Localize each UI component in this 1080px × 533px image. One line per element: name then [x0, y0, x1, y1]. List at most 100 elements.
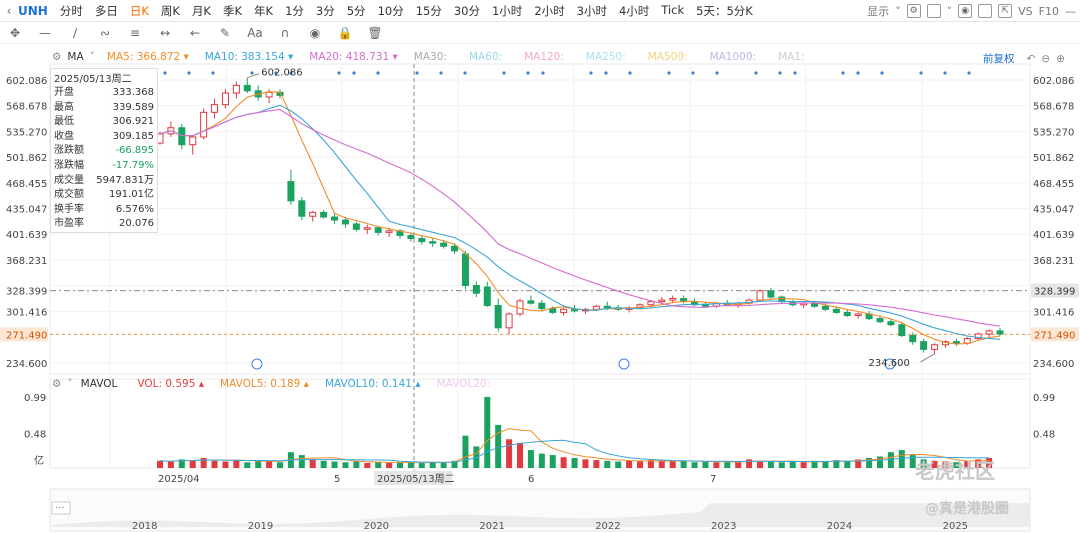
volume-bar: [767, 461, 774, 468]
candle-body: [483, 286, 491, 307]
candle-body: [309, 211, 317, 217]
overview-handle-dots: ···: [55, 503, 65, 514]
eye-tool-icon[interactable]: ◉: [309, 25, 321, 40]
candle-body: [451, 245, 459, 252]
info-value: 20.076: [119, 218, 154, 230]
ma10-legend: MA10: 383.154 ▾: [204, 51, 294, 63]
x-axis-label: 7: [710, 474, 716, 485]
period-tab[interactable]: 日K: [129, 3, 149, 18]
pen-tool-icon[interactable]: ✎: [219, 25, 231, 40]
mavol-indicator-label[interactable]: MAVOL: [80, 378, 118, 390]
volume-bar: [593, 460, 600, 468]
camera-icon[interactable]: ◉: [958, 4, 973, 18]
candle-body: [265, 91, 273, 98]
candle-body: [407, 234, 415, 240]
volume-bar: [473, 446, 480, 468]
volume-bar: [898, 450, 905, 468]
period-tab[interactable]: 15分: [415, 3, 442, 18]
collapse-icon[interactable]: —: [1065, 4, 1076, 18]
period-tab[interactable]: 分时: [59, 3, 83, 18]
magnet-tool-icon[interactable]: ∩: [280, 25, 290, 40]
f10-button[interactable]: F10: [1038, 4, 1059, 18]
info-key: 最高: [54, 101, 74, 113]
channel-tool-icon[interactable]: ∾: [99, 25, 111, 40]
ohlc-info-box: 2025/05/13周二 开盘 333.368 最高 339.589 最低 306.921…: [50, 68, 158, 233]
overview-year-label: 2018: [132, 521, 157, 532]
volume-bar: [789, 461, 796, 468]
volume-bar: [211, 460, 218, 468]
event-marker: [628, 71, 632, 75]
event-marker: [376, 71, 380, 75]
ma10-line: [159, 104, 1001, 340]
ray-tool-icon[interactable]: ∕: [72, 25, 78, 40]
layout-icon[interactable]: [926, 4, 941, 18]
volume-bar: [942, 461, 949, 468]
price-axis-label-left: 328.399: [6, 287, 47, 298]
period-tab[interactable]: 10分: [377, 3, 404, 18]
candle-body: [472, 284, 480, 294]
ma20-legend: MA20: 418.731 ▾: [309, 51, 398, 63]
zoom-in-icon[interactable]: ⊕: [1056, 52, 1065, 65]
price-axis-label-right: 368.231: [1033, 256, 1074, 267]
candle-body: [298, 200, 306, 217]
crosshair-tool-icon[interactable]: ✥: [9, 25, 21, 40]
undo-icon[interactable]: ↶: [1026, 52, 1036, 65]
period-tab[interactable]: 3分: [315, 3, 335, 18]
candle-body: [363, 227, 371, 230]
price-axis-label-left: 401.639: [6, 230, 47, 241]
delete-tool-icon[interactable]: 🗑: [367, 25, 383, 40]
kline-chart[interactable]: 602.086 568.678 535.270 501.862 468.455 435.0…: [0, 44, 1080, 533]
mavol5-legend: MAVOL5: 0.189 ▴: [220, 378, 309, 390]
last-price-tag-left: 271.490: [6, 330, 47, 341]
volume-bar: [909, 455, 916, 468]
period-tab[interactable]: 30分: [453, 3, 480, 18]
lock-tool-icon[interactable]: 🔒: [337, 25, 353, 40]
info-row: 最高 339.589: [51, 101, 157, 116]
volume-bar: [833, 460, 840, 468]
period-tab[interactable]: Tick: [661, 2, 685, 17]
period-tab[interactable]: 1分: [285, 3, 304, 18]
period-tab[interactable]: 季K: [222, 3, 243, 18]
text-tool-icon[interactable]: Aa: [247, 25, 263, 40]
volume-bar: [266, 461, 273, 468]
price-axis-label-right: 568.678: [1033, 102, 1074, 113]
symbol-label[interactable]: UNH: [18, 3, 48, 18]
period-tab[interactable]: 周K: [160, 3, 180, 18]
line-tool-icon[interactable]: —: [39, 25, 51, 40]
period-tab[interactable]: 年K: [254, 3, 274, 18]
settings-icon[interactable]: ⚙: [52, 51, 62, 63]
ma-indicator-label[interactable]: MA: [67, 51, 84, 63]
candle-body: [418, 238, 426, 243]
chevron-down-icon: ˅: [89, 51, 95, 63]
volume-bar: [244, 462, 251, 468]
volume-bar: [887, 452, 894, 468]
period-tab[interactable]: 1小时: [491, 3, 523, 18]
fullscreen-icon[interactable]: ⇱: [998, 4, 1013, 18]
period-tab[interactable]: 5分: [346, 3, 366, 18]
period-tab[interactable]: 4小时: [618, 3, 650, 18]
volume-bar: [855, 459, 862, 468]
arrow-tool-icon[interactable]: ←: [189, 25, 201, 40]
fib-tool-icon[interactable]: ≡: [129, 25, 141, 40]
back-icon[interactable]: ‹: [6, 3, 12, 18]
overview-year-label: 2021: [479, 521, 504, 532]
period-tab[interactable]: 5天：5分K: [696, 3, 753, 18]
candle-body: [200, 111, 208, 138]
price-axis-label-left: 602.086: [6, 76, 47, 87]
period-tab[interactable]: 多日: [94, 3, 118, 18]
settings-icon[interactable]: ⚙: [906, 4, 921, 18]
settings-icon[interactable]: ⚙: [52, 378, 62, 390]
adjust-button[interactable]: 前复权: [983, 53, 1015, 65]
window-icon[interactable]: [978, 4, 993, 18]
zoom-out-icon[interactable]: ⊖: [1041, 52, 1051, 65]
event-marker: [526, 71, 530, 75]
period-tab[interactable]: 2小时: [534, 3, 565, 18]
period-tab[interactable]: 3小时: [576, 3, 607, 18]
vs-button[interactable]: VS: [1018, 4, 1033, 18]
event-marker: [187, 71, 191, 75]
period-tab[interactable]: 月K: [191, 3, 211, 18]
display-menu[interactable]: 显示: [867, 5, 890, 18]
range-tool-icon[interactable]: ↔: [159, 25, 171, 40]
info-value: 339.589: [112, 101, 154, 113]
ma120-legend: MA120:: [524, 51, 564, 63]
